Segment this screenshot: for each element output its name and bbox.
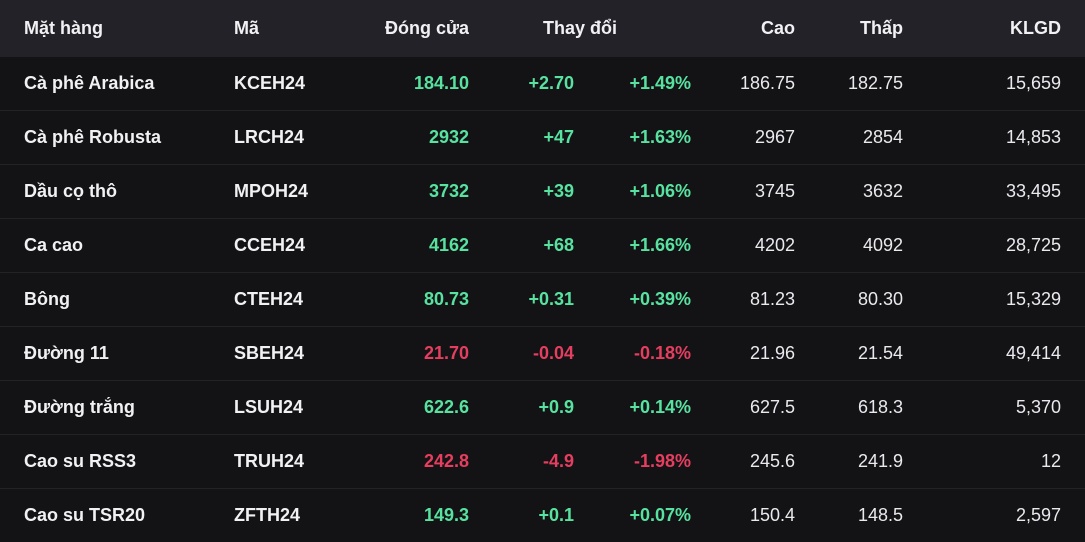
ticker-code: CTEH24	[234, 289, 304, 309]
close-price: 184.10	[413, 73, 469, 93]
table-row[interactable]: Cà phê Arabica KCEH24 184.10 +2.70 +1.49…	[0, 56, 1085, 110]
volume: 2,597	[1015, 505, 1061, 525]
close-price: 80.73	[423, 289, 469, 309]
change-percent: -1.98%	[633, 451, 691, 471]
change-percent: +1.06%	[629, 181, 691, 201]
low-price: 3632	[862, 181, 903, 201]
volume: 15,659	[1005, 73, 1061, 93]
change-percent: +0.39%	[629, 289, 691, 309]
ticker-code: LRCH24	[234, 127, 305, 147]
ticker-code: KCEH24	[234, 73, 306, 93]
close-price: 21.70	[423, 343, 469, 363]
low-price: 182.75	[847, 73, 903, 93]
high-price: 627.5	[749, 397, 795, 417]
header-volume: KLGD	[1010, 17, 1061, 38]
high-price: 186.75	[739, 73, 795, 93]
ticker-code: CCEH24	[234, 235, 306, 255]
close-price: 149.3	[423, 505, 469, 525]
change-value: +0.9	[538, 397, 574, 417]
change-value: +2.70	[528, 73, 574, 93]
volume: 49,414	[1005, 343, 1061, 363]
ticker-code: MPOH24	[234, 181, 309, 201]
change-value: +68	[543, 235, 574, 255]
volume: 28,725	[1005, 235, 1061, 255]
close-price: 3732	[428, 181, 469, 201]
table-row[interactable]: Cao su RSS3 TRUH24 242.8 -4.9 -1.98% 245…	[0, 434, 1085, 488]
change-percent: +1.49%	[629, 73, 691, 93]
table-row[interactable]: Bông CTEH24 80.73 +0.31 +0.39% 81.23 80.…	[0, 272, 1085, 326]
table-header-row: Mặt hàng Mã Đóng cửa Thay đổi Cao Thấp K…	[0, 0, 1085, 56]
header-high: Cao	[760, 17, 795, 38]
high-price: 2967	[754, 127, 795, 147]
volume: 12	[1040, 451, 1061, 471]
low-price: 21.54	[857, 343, 903, 363]
change-percent: +1.63%	[629, 127, 691, 147]
low-price: 241.9	[857, 451, 903, 471]
ticker-code: SBEH24	[234, 343, 305, 363]
change-percent: +0.14%	[629, 397, 691, 417]
high-price: 81.23	[749, 289, 795, 309]
table-body: Cà phê Arabica KCEH24 184.10 +2.70 +1.49…	[0, 56, 1085, 542]
commodity-name: Cao su RSS3	[24, 451, 137, 471]
change-value: +39	[543, 181, 574, 201]
table-row[interactable]: Cà phê Robusta LRCH24 2932 +47 +1.63% 29…	[0, 110, 1085, 164]
change-percent: -0.18%	[633, 343, 691, 363]
change-value: +0.31	[528, 289, 574, 309]
low-price: 148.5	[857, 505, 903, 525]
table-row[interactable]: Dầu cọ thô MPOH24 3732 +39 +1.06% 3745 3…	[0, 164, 1085, 218]
commodity-name: Cà phê Arabica	[24, 73, 155, 93]
commodity-name: Đường trắng	[24, 397, 135, 417]
header-close: Đóng cửa	[384, 17, 469, 38]
change-percent: +1.66%	[629, 235, 691, 255]
volume: 15,329	[1005, 289, 1061, 309]
ticker-code: LSUH24	[234, 397, 304, 417]
close-price: 2932	[428, 127, 469, 147]
change-value: +47	[543, 127, 574, 147]
ticker-code: ZFTH24	[234, 505, 301, 525]
change-value: +0.1	[538, 505, 574, 525]
change-percent: +0.07%	[629, 505, 691, 525]
commodity-name: Đường 11	[24, 343, 109, 363]
close-price: 622.6	[423, 397, 469, 417]
commodity-name: Bông	[24, 289, 70, 309]
high-price: 245.6	[749, 451, 795, 471]
low-price: 2854	[862, 127, 903, 147]
high-price: 150.4	[749, 505, 795, 525]
table-row[interactable]: Đường 11 SBEH24 21.70 -0.04 -0.18% 21.96…	[0, 326, 1085, 380]
header-code: Mã	[234, 17, 260, 38]
table-row[interactable]: Ca cao CCEH24 4162 +68 +1.66% 4202 4092 …	[0, 218, 1085, 272]
low-price: 618.3	[857, 397, 903, 417]
change-value: -4.9	[542, 451, 574, 471]
table-row[interactable]: Đường trắng LSUH24 622.6 +0.9 +0.14% 627…	[0, 380, 1085, 434]
commodity-name: Cà phê Robusta	[24, 127, 162, 147]
header-item: Mặt hàng	[24, 17, 103, 38]
low-price: 80.30	[857, 289, 903, 309]
low-price: 4092	[862, 235, 903, 255]
high-price: 3745	[754, 181, 795, 201]
volume: 33,495	[1005, 181, 1061, 201]
commodity-name: Dầu cọ thô	[24, 181, 117, 201]
commodity-name: Ca cao	[24, 235, 84, 255]
change-value: -0.04	[532, 343, 574, 363]
close-price: 242.8	[423, 451, 469, 471]
volume: 5,370	[1015, 397, 1061, 417]
close-price: 4162	[428, 235, 469, 255]
ticker-code: TRUH24	[234, 451, 305, 471]
header-change: Thay đổi	[542, 17, 617, 38]
commodity-name: Cao su TSR20	[24, 505, 146, 525]
table-row[interactable]: Cao su TSR20 ZFTH24 149.3 +0.1 +0.07% 15…	[0, 488, 1085, 542]
high-price: 4202	[754, 235, 795, 255]
volume: 14,853	[1005, 127, 1061, 147]
header-low: Thấp	[860, 17, 903, 38]
high-price: 21.96	[749, 343, 795, 363]
